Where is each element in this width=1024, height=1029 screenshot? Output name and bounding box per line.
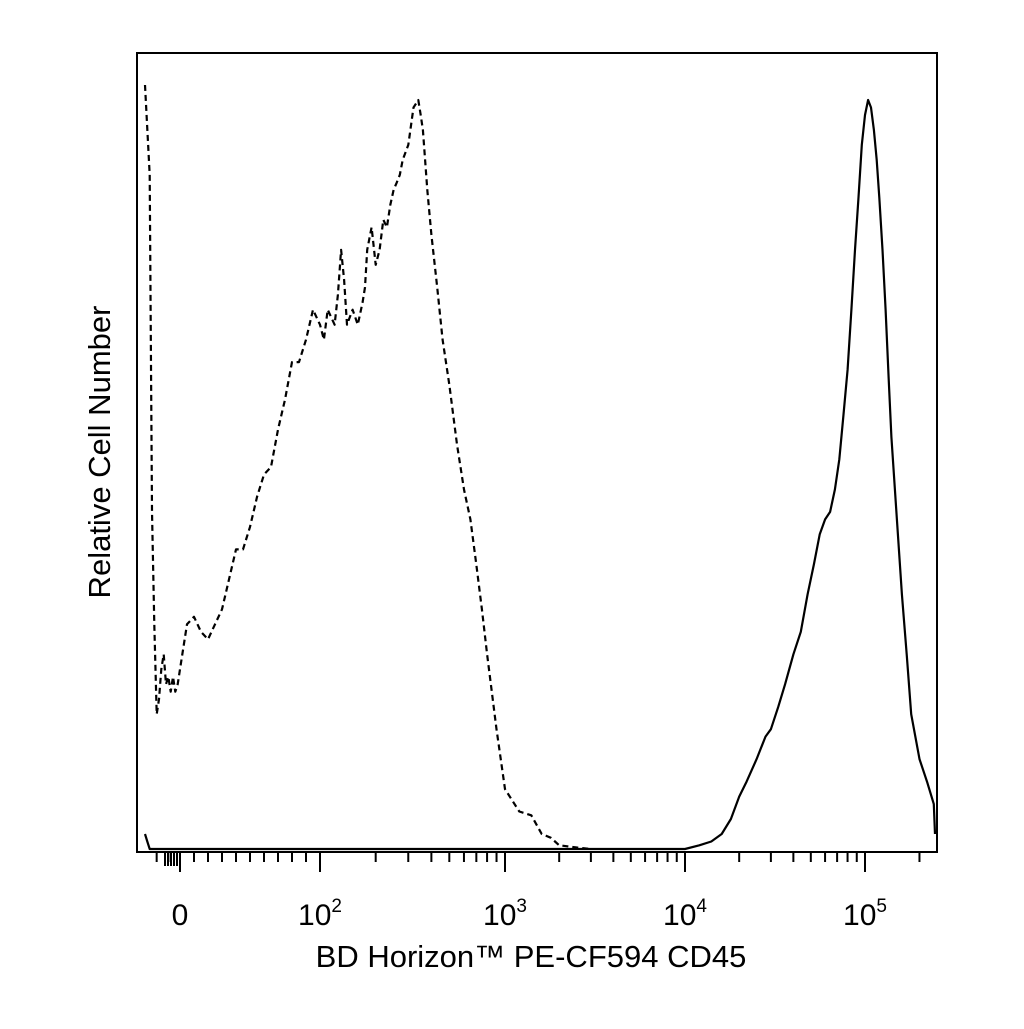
x-axis-tick-labels: 0 102 103 104 105 — [172, 896, 887, 932]
x-axis-title: BD Horizon™ PE-CF594 CD45 — [316, 939, 747, 974]
x-tick-label: 0 — [172, 899, 189, 932]
x-axis-ticks — [155, 852, 921, 872]
dashed-histogram-line — [143, 84, 592, 851]
x-tick-label: 103 — [483, 896, 527, 932]
x-tick-label: 102 — [298, 896, 342, 932]
x-tick-label: 104 — [663, 896, 707, 932]
solid-histogram-line — [143, 98, 937, 851]
x-tick-label: 105 — [843, 896, 887, 932]
plot-frame — [136, 52, 938, 853]
histogram-series — [143, 84, 937, 851]
y-axis-title: Relative Cell Number — [82, 306, 117, 599]
